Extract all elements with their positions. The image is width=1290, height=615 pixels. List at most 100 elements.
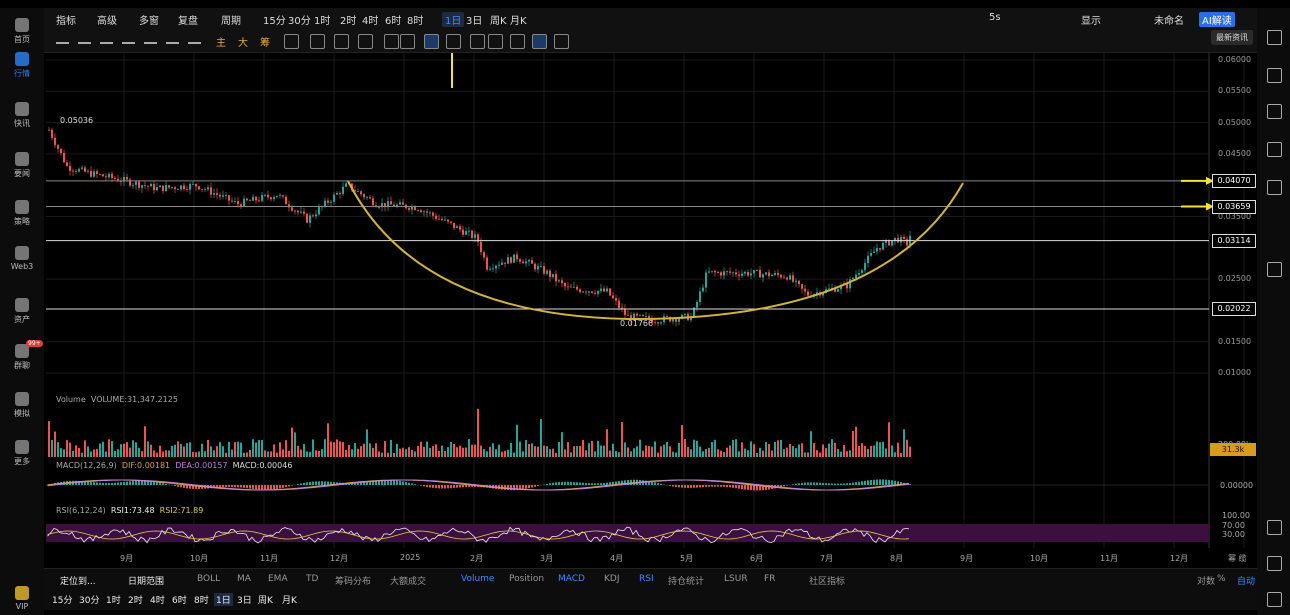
side-tool-icon[interactable] [1267,520,1282,535]
bottom-left-0[interactable]: 定位到... [60,577,96,587]
period-0[interactable]: 指标 [56,16,76,27]
axis-mode-1[interactable]: % [1217,574,1226,584]
indicator-tab[interactable]: LSUR [724,574,748,584]
indicator-tab[interactable]: BOLL [197,574,221,584]
nav-grid[interactable]: 更多 [0,440,44,467]
volume-bar [357,448,359,457]
period-10[interactable]: 6时 [385,16,402,27]
period-12[interactable]: 1日 [442,12,465,27]
period-4[interactable]: 周期 [221,16,241,27]
draw-tool-icon[interactable] [358,34,373,49]
period-14[interactable]: 周K [490,16,507,27]
volume-bar [429,447,431,457]
indicator-tab[interactable]: EMA [268,574,288,584]
period-3[interactable]: 复盘 [178,16,198,27]
bottom-period[interactable]: 月K [282,596,297,606]
period-11[interactable]: 8时 [407,16,424,27]
draw-tool-icon[interactable] [78,34,91,44]
bottom-period[interactable]: 6时 [172,596,187,606]
volume-bar [774,441,776,457]
candle-body [834,287,836,292]
indicator-tab[interactable]: 持仓统计 [668,577,705,587]
top-right-3[interactable]: AI解读 [1199,12,1235,27]
axis-mode-2[interactable]: 自动 [1237,577,1256,587]
side-tool-icon[interactable] [1267,262,1282,277]
draw-tool-icon[interactable] [384,34,399,49]
draw-tool-icon[interactable] [334,34,349,49]
side-tool-icon[interactable] [1267,68,1282,83]
nav-chat[interactable]: 群聊 99+ [0,340,44,371]
top-right-1[interactable]: 显示 [1081,16,1101,27]
draw-tool-icon[interactable] [488,34,503,49]
indicator-tab[interactable]: MA [237,574,251,584]
draw-tool-icon[interactable] [284,34,299,49]
draw-tool-icon[interactable] [188,34,201,44]
draw-tool-icon[interactable] [56,34,69,44]
nav-web3[interactable]: Web3 [0,246,44,271]
indicator-tab[interactable]: KDJ [604,574,620,584]
draw-tool-icon[interactable] [144,34,157,44]
period-9[interactable]: 4时 [362,16,379,27]
indicator-tab[interactable]: MACD [558,574,585,584]
draw-tool-icon[interactable] [310,34,325,49]
price-chart[interactable]: 0.05036 0.01766 [46,53,1257,548]
indicator-tab[interactable]: 社区指标 [809,577,846,587]
draw-tool-icon[interactable] [100,34,113,44]
bottom-period[interactable]: 30分 [79,596,100,606]
draw-tool-icon[interactable] [470,34,485,49]
bottom-period[interactable]: 8时 [194,596,209,606]
volume-bar [414,451,416,457]
draw-tool-icon[interactable] [510,34,525,49]
nav-robot[interactable]: 策略 [0,200,44,227]
nav-wallet[interactable]: 资产 [0,298,44,325]
period-1[interactable]: 高级 [97,16,117,27]
indicator-tab[interactable]: Volume [461,574,495,584]
period-6[interactable]: 30分 [288,16,311,27]
draw-text-tool[interactable]: 大 [238,38,248,49]
side-tool-icon[interactable] [1267,142,1282,157]
nav-doc[interactable]: 要闻 [0,152,44,179]
nav-sim[interactable]: 模拟 [0,392,44,419]
period-7[interactable]: 1时 [314,16,331,27]
nav-diamond[interactable]: VIP [0,586,44,611]
period-15[interactable]: 月K [510,16,527,27]
draw-tool-icon[interactable] [400,34,415,49]
top-right-0[interactable]: 5s [989,12,1001,23]
draw-tool-icon[interactable] [424,34,439,49]
period-8[interactable]: 2时 [340,16,357,27]
bottom-period[interactable]: 3日 [237,596,252,606]
period-13[interactable]: 3日 [466,16,483,27]
bottom-period[interactable]: 周K [258,596,273,606]
indicator-tab[interactable]: TD [306,574,319,584]
nav-news[interactable]: 快讯 [0,102,44,129]
nav-home[interactable]: 首页 [0,18,44,45]
period-5[interactable]: 15分 [263,16,286,27]
bottom-left-1[interactable]: 日期范围 [128,577,165,587]
bottom-period[interactable]: 1日 [214,593,233,606]
bottom-period[interactable]: 15分 [52,596,73,606]
indicator-tab[interactable]: Position [509,574,545,584]
side-tool-icon[interactable] [1267,592,1282,607]
draw-tool-icon[interactable] [532,34,547,49]
draw-tool-icon[interactable] [122,34,135,44]
draw-tool-icon[interactable] [554,34,569,49]
indicator-tab[interactable]: RSI [639,574,654,584]
side-tool-icon[interactable] [1267,104,1282,119]
top-right-2[interactable]: 未命名 [1154,16,1184,27]
draw-text-tool[interactable]: 筹 [260,38,270,49]
axis-mode-0[interactable]: 对数 [1197,577,1216,587]
bottom-period[interactable]: 4时 [150,596,165,606]
side-tool-icon[interactable] [1267,30,1282,45]
indicator-tab[interactable]: 大额成交 [390,577,427,587]
indicator-tab[interactable]: 筹码分布 [335,577,372,587]
side-tool-icon[interactable] [1267,556,1282,571]
draw-tool-icon[interactable] [446,34,461,49]
period-2[interactable]: 多窗 [139,16,159,27]
indicator-tab[interactable]: FR [764,574,776,584]
draw-tool-icon[interactable] [166,34,179,44]
draw-text-tool[interactable]: 主 [216,38,226,49]
nav-chart[interactable]: 行情 [0,52,44,79]
side-tool-icon[interactable] [1267,180,1282,195]
bottom-period[interactable]: 2时 [128,596,143,606]
bottom-period[interactable]: 1时 [106,596,121,606]
